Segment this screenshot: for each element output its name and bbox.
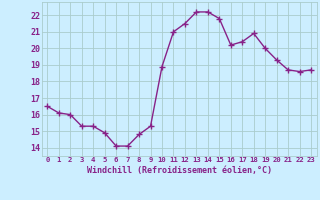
X-axis label: Windchill (Refroidissement éolien,°C): Windchill (Refroidissement éolien,°C) xyxy=(87,166,272,175)
